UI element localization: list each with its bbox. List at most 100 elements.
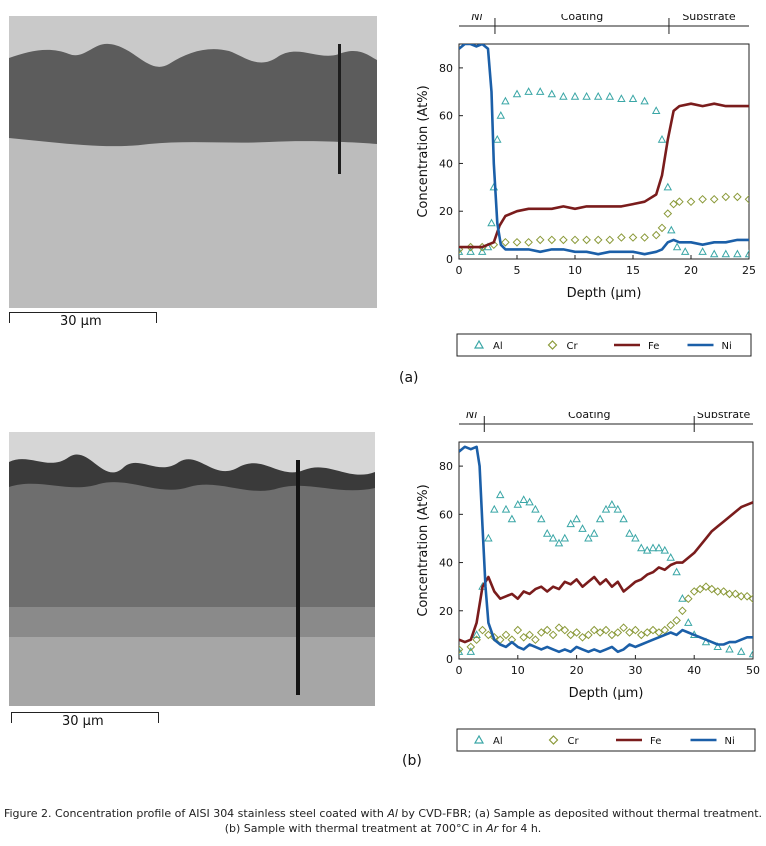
chart-b-point-cr [531,635,540,645]
chart-a-plot-area [458,43,750,260]
micrograph-a [9,16,377,308]
chart-a-legend-marker [547,340,558,350]
chart-b-point-al [589,528,599,537]
figure-caption: Figure 2. Concentration profile of AISI … [0,806,766,836]
chart-a-point-cr [651,230,661,240]
chart-a-point-cr [501,237,510,247]
chart-b-y-tick-label: 60 [439,508,453,521]
chart-b-line-ni [459,445,753,654]
chart-a-point-cr [628,233,638,242]
chart-a-y-tick-label: 0 [446,253,453,266]
chart-b-point-al [466,647,476,655]
chart-b-x-tick-label: 10 [511,664,525,677]
chart-a-point-cr [547,235,557,245]
chart-b-point-cr [648,625,658,635]
chart-b-point-al [631,533,640,542]
chart-b-point-cr [572,628,581,637]
scale-bar-b [11,712,159,723]
chart-a-point-al [605,91,615,100]
chart-b-series-al [459,490,753,658]
chart-b-point-al [484,533,493,542]
chart-b-point-cr [472,635,481,645]
chart-b-point-cr [642,628,652,637]
chart-a-point-cr [559,235,568,245]
chart-a-point-cr [593,235,603,245]
chart-b-point-cr [589,625,599,635]
chart-b-point-cr [701,582,711,592]
chart-b-point-al [490,504,499,513]
chart-b-y-tick-label: 0 [446,653,453,666]
chart-a-series-al [459,87,749,258]
chart-a-y-tick-label: 20 [439,205,453,218]
chart-a-point-al [733,249,742,258]
chart-b-point-cr [566,630,576,640]
chart-a-point-al [663,182,673,191]
chart-b-point-cr [666,620,676,630]
chart-a-point-al [487,218,496,227]
chart-a-point-al [547,89,557,98]
chart-b-point-al [501,504,511,513]
chart-a-legend-label: Ni [722,341,732,352]
chart-b-point-cr [584,630,593,640]
chart-b-legend-box [456,728,756,752]
chart-b-point-al [666,553,675,561]
chart-b-y-tick-label: 80 [439,460,453,473]
chart-a-legend-marker [473,339,485,349]
chart-b-point-cr [466,642,476,652]
caption-text-1b: by CVD-FBR; (a) Sample as deposited with… [397,807,763,820]
chart-b-region-label: Ni [466,412,477,421]
chart-b-point-cr [478,625,487,635]
micrograph-b-image [9,432,375,706]
caption-line-2: (b) Sample with thermal treatment at 700… [0,821,766,836]
chart-b-legend-label: Al [493,736,503,747]
chart-b-x-tick-label: 30 [628,664,642,677]
chart-b-y-tick-label: 40 [439,557,453,570]
chart-b-point-al [625,528,634,537]
chart-a-point-cr [570,235,580,245]
chart-b-point-cr [672,616,681,625]
chart-b-legend: Al Cr Fe Ni [456,728,756,752]
chart-a-point-al [721,249,731,258]
chart-a-point-al [651,106,661,114]
chart-b-point-cr [536,628,546,637]
chart-b-point-cr [459,645,464,654]
chart-a-point-cr [721,192,731,202]
chart-b-point-cr [636,630,646,640]
chart-b-point-al [554,538,564,547]
chart-b-point-al [519,495,528,503]
chart-a-point-cr [744,194,749,204]
caption-line-1: Figure 2. Concentration profile of AISI … [0,806,766,821]
chart-b-point-cr [484,630,493,640]
chart-a-y-tick-label: 80 [439,62,453,75]
caption-figure-label: Figure 2. [3,807,52,820]
chart-b-point-al [648,543,658,552]
chart-b-point-al [572,514,581,523]
chart-b-region-label: Coating [568,412,610,421]
chart-a-x-tick-label: 20 [684,264,698,277]
chart-b-point-cr [719,587,728,596]
chart-b-point-cr [548,630,558,640]
chart-b-point-al [654,543,664,552]
chart-b-point-al [601,504,611,513]
chart-b-point-cr [731,589,740,599]
chart-a-x-tick-label: 10 [568,264,582,277]
chart-a-region-label: Ni [471,14,482,23]
chart-a-point-cr [605,235,615,245]
chart-b-regions: Ni Coating Substrate [459,412,753,432]
chart-b-point-al [548,533,558,542]
chart-b-plot-area [458,441,754,660]
chart-a-point-al [680,247,690,255]
chart-b-point-cr [625,628,634,637]
chart-b-point-al [537,514,546,523]
chart-b-series-ni [459,445,753,654]
chart-a-point-al [640,96,649,105]
chart-a-legend-box [456,333,752,357]
chart-a-point-al [501,96,510,105]
chart-a-point-al [582,91,591,100]
chart-b-point-al [684,618,693,626]
chart-b-point-cr [695,584,705,594]
chart-a-point-cr [675,197,684,207]
chart-a-point-al [559,91,568,100]
chart-a-point-cr [512,237,522,247]
chart-b-point-cr [619,623,628,633]
